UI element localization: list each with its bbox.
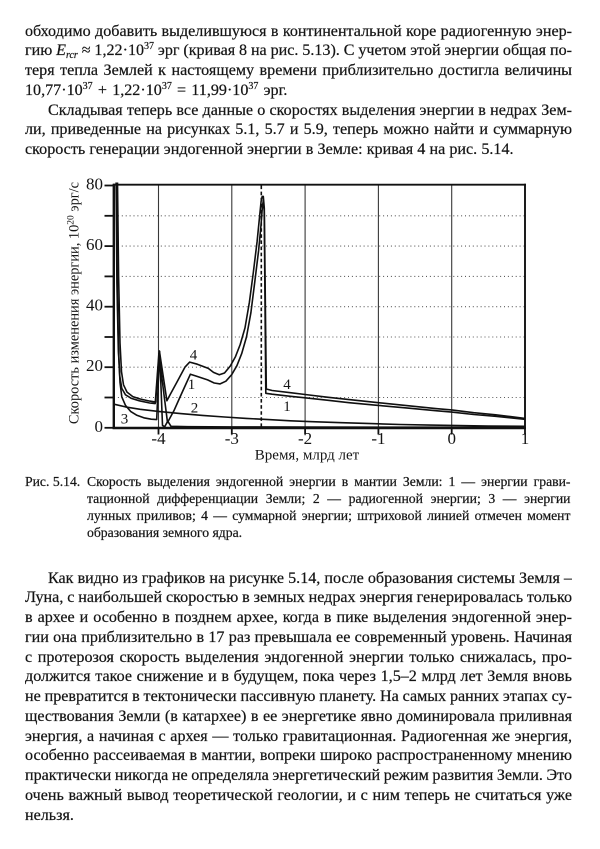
svg-text:80: 80	[86, 175, 103, 194]
svg-text:20: 20	[86, 356, 103, 375]
svg-text:0: 0	[95, 417, 104, 436]
svg-text:-2: -2	[298, 429, 312, 448]
svg-text:0: 0	[447, 429, 456, 448]
svg-text:60: 60	[86, 235, 103, 254]
svg-text:1: 1	[521, 429, 530, 448]
svg-text:-1: -1	[371, 429, 385, 448]
svg-text:1: 1	[188, 377, 196, 393]
svg-text:1: 1	[283, 399, 291, 415]
svg-text:-3: -3	[225, 429, 239, 448]
svg-text:4: 4	[283, 377, 291, 393]
svg-text:2: 2	[191, 401, 199, 417]
svg-text:-4: -4	[151, 429, 166, 448]
svg-text:Скорость изменения энергии, 10: Скорость изменения энергии, 1020 эрг/с	[66, 182, 82, 424]
svg-text:4: 4	[190, 348, 198, 364]
svg-text:3: 3	[121, 412, 129, 428]
svg-text:Время, млрд лет: Время, млрд лет	[255, 448, 360, 464]
svg-text:40: 40	[86, 296, 103, 315]
